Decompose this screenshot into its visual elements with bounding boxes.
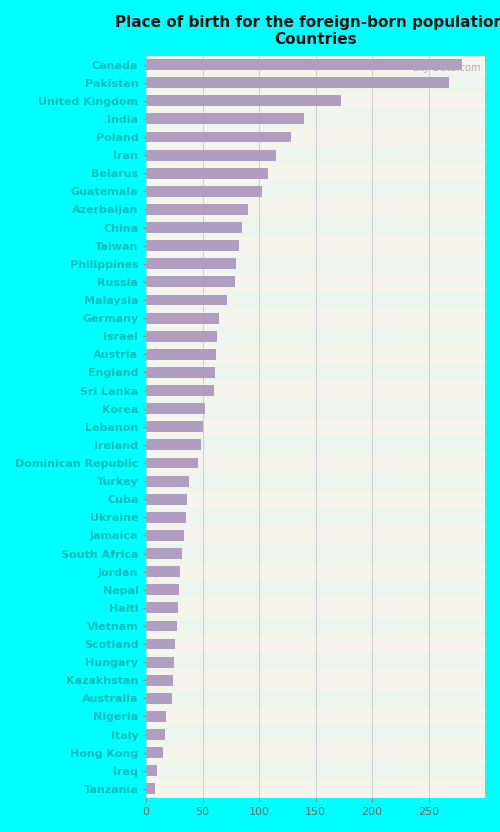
- Bar: [146, 747, 163, 758]
- Bar: [146, 236, 485, 255]
- Bar: [146, 711, 167, 722]
- Bar: [146, 56, 485, 73]
- Bar: [146, 707, 485, 726]
- Bar: [146, 621, 176, 631]
- Bar: [146, 584, 179, 595]
- Title: Place of birth for the foreign-born population -
Countries: Place of birth for the foreign-born popu…: [115, 15, 500, 47]
- Bar: [146, 276, 236, 287]
- Bar: [146, 602, 178, 613]
- Bar: [146, 508, 485, 527]
- Text: City-Data.com: City-Data.com: [412, 63, 482, 73]
- Bar: [146, 92, 485, 110]
- Bar: [146, 458, 198, 468]
- Bar: [146, 780, 485, 798]
- Bar: [146, 784, 155, 795]
- Bar: [146, 385, 214, 396]
- Bar: [146, 530, 184, 541]
- Bar: [146, 128, 485, 146]
- Bar: [146, 186, 262, 196]
- Bar: [146, 671, 485, 690]
- Bar: [146, 273, 485, 291]
- Bar: [146, 201, 485, 219]
- Bar: [146, 639, 176, 650]
- Bar: [146, 349, 216, 359]
- Bar: [146, 476, 189, 487]
- Bar: [146, 331, 217, 342]
- Bar: [146, 168, 268, 179]
- Bar: [146, 96, 342, 106]
- Bar: [146, 675, 173, 686]
- Bar: [146, 313, 220, 324]
- Bar: [146, 182, 485, 201]
- Bar: [146, 255, 485, 273]
- Bar: [146, 291, 485, 309]
- Bar: [146, 309, 485, 327]
- Bar: [146, 73, 485, 92]
- Bar: [146, 635, 485, 653]
- Bar: [146, 77, 449, 88]
- Bar: [146, 240, 238, 251]
- Bar: [146, 327, 485, 345]
- Bar: [146, 404, 205, 414]
- Bar: [146, 493, 186, 505]
- Bar: [146, 656, 174, 667]
- Bar: [146, 512, 186, 522]
- Bar: [146, 729, 165, 740]
- Bar: [146, 258, 236, 270]
- Bar: [146, 690, 485, 707]
- Bar: [146, 617, 485, 635]
- Bar: [146, 527, 485, 544]
- Bar: [146, 765, 158, 776]
- Bar: [146, 548, 182, 559]
- Bar: [146, 418, 485, 436]
- Bar: [146, 219, 485, 236]
- Bar: [146, 693, 172, 704]
- Bar: [146, 150, 276, 161]
- Bar: [146, 222, 242, 233]
- Bar: [146, 726, 485, 744]
- Bar: [146, 295, 228, 305]
- Bar: [146, 490, 485, 508]
- Bar: [146, 581, 485, 599]
- Bar: [146, 367, 215, 378]
- Bar: [146, 436, 485, 454]
- Bar: [146, 164, 485, 182]
- Bar: [146, 110, 485, 128]
- Bar: [146, 567, 180, 577]
- Bar: [146, 345, 485, 364]
- Bar: [146, 544, 485, 562]
- Bar: [146, 399, 485, 418]
- Bar: [146, 204, 248, 215]
- Bar: [146, 744, 485, 762]
- Bar: [146, 146, 485, 164]
- Bar: [146, 364, 485, 381]
- Bar: [146, 113, 304, 124]
- Bar: [146, 653, 485, 671]
- Bar: [146, 131, 290, 142]
- Bar: [146, 439, 202, 450]
- Bar: [146, 381, 485, 399]
- Bar: [146, 762, 485, 780]
- Bar: [146, 59, 462, 70]
- Bar: [146, 472, 485, 490]
- Bar: [146, 562, 485, 581]
- Bar: [146, 421, 203, 432]
- Bar: [146, 454, 485, 472]
- Bar: [146, 599, 485, 617]
